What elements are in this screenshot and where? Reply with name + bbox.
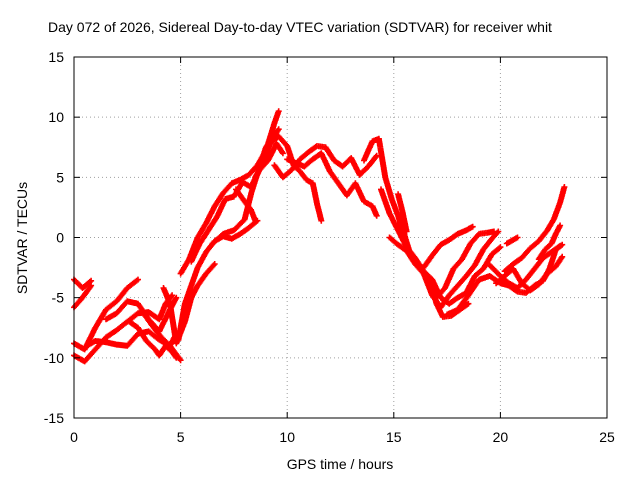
plus-markers xyxy=(503,234,521,247)
y-tick-label: 5 xyxy=(56,169,64,185)
data-series xyxy=(141,311,184,364)
plus-markers xyxy=(420,223,476,271)
plus-markers xyxy=(535,222,564,263)
data-series xyxy=(420,223,476,271)
axis-ticks: 0 5 10 15 20 25 -15 -10 -5 0 5 10 15 xyxy=(44,49,615,445)
plus-markers xyxy=(141,311,184,364)
plot-frame xyxy=(73,56,608,419)
data-series xyxy=(493,253,566,294)
x-tick-label: 20 xyxy=(493,429,509,445)
data-series xyxy=(160,261,218,347)
plus-markers xyxy=(501,184,568,275)
grid-lines xyxy=(74,57,607,418)
y-tick-label: 0 xyxy=(56,230,64,246)
x-tick-label: 10 xyxy=(279,429,295,445)
data-series xyxy=(535,222,564,263)
plus-markers xyxy=(160,261,218,347)
y-tick-label: 10 xyxy=(48,109,64,125)
x-tick-label: 5 xyxy=(177,429,185,445)
plus-markers xyxy=(493,253,566,294)
x-tick-label: 0 xyxy=(70,429,78,445)
data-series xyxy=(233,186,259,224)
plus-markers xyxy=(395,191,410,235)
data-series xyxy=(501,184,568,275)
y-tick-label: -5 xyxy=(52,290,65,306)
x-tick-label: 15 xyxy=(386,429,402,445)
plus-markers xyxy=(284,150,380,219)
data-series xyxy=(395,191,410,235)
data-series xyxy=(503,234,521,247)
data-layer xyxy=(71,108,568,365)
x-axis-label: GPS time / hours xyxy=(286,456,394,472)
y-tick-label: -10 xyxy=(44,350,64,366)
data-series xyxy=(188,140,286,265)
plus-markers xyxy=(386,228,502,311)
x-tick-label: 25 xyxy=(599,429,615,445)
chart-title: Day 072 of 2026, Sidereal Day-to-day VTE… xyxy=(48,19,552,35)
plus-markers xyxy=(233,186,259,224)
plus-markers xyxy=(188,140,286,265)
y-tick-label: -15 xyxy=(44,410,64,426)
data-series xyxy=(433,228,497,301)
data-series xyxy=(386,228,502,311)
data-series xyxy=(284,150,380,219)
plus-markers xyxy=(433,228,497,301)
y-tick-label: 15 xyxy=(48,49,64,65)
